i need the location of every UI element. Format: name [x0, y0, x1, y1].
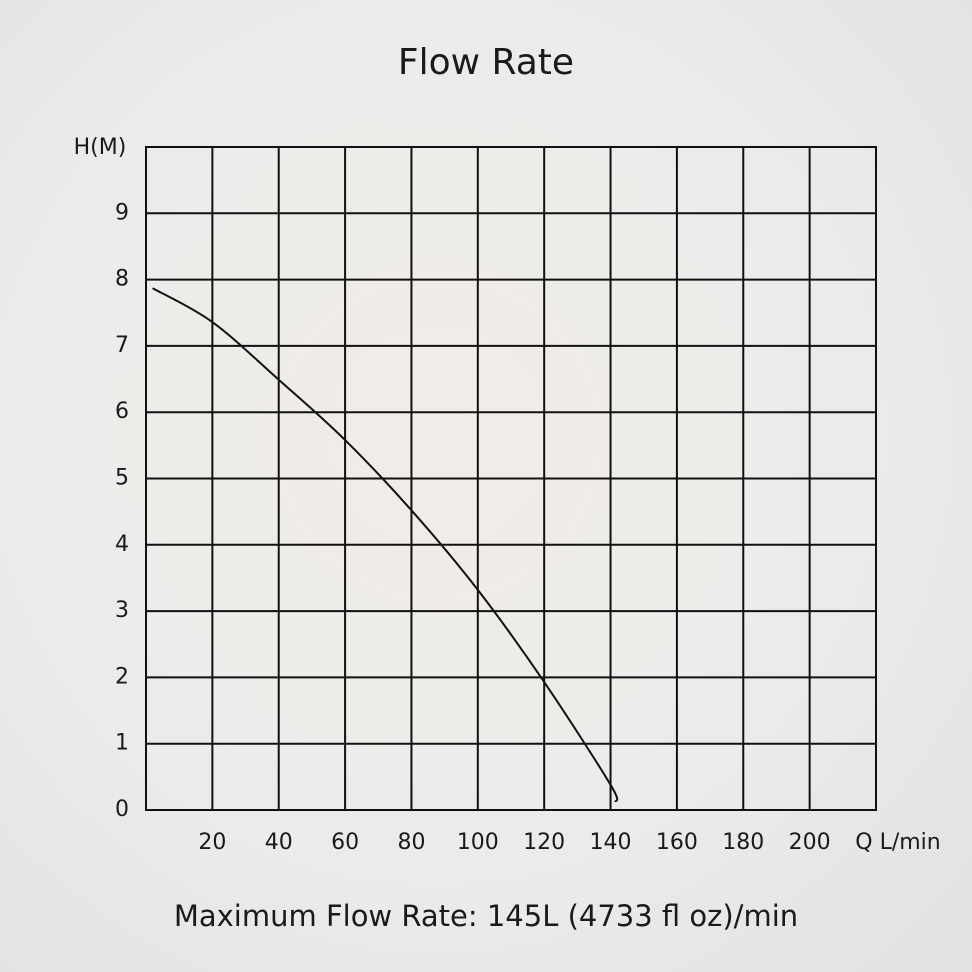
- y-tick-label: 6: [115, 399, 129, 424]
- y-tick-label: 1: [115, 731, 129, 756]
- x-tick-label: 200: [789, 830, 831, 855]
- x-tick-label: 60: [331, 830, 359, 855]
- x-tick-label: 100: [457, 830, 499, 855]
- chart-title: Flow Rate: [398, 42, 574, 83]
- x-tick-label: 180: [722, 830, 764, 855]
- y-tick-label: 0: [115, 797, 129, 822]
- y-tick-label: 7: [115, 333, 129, 358]
- x-tick-label: 80: [397, 830, 425, 855]
- x-tick-label: 160: [656, 830, 698, 855]
- y-tick-label: 4: [115, 532, 129, 557]
- line: [152, 287, 619, 803]
- x-tick-label: 40: [265, 830, 293, 855]
- x-tick-label: 120: [523, 830, 565, 855]
- subtitle: Maximum Flow Rate: 145L (4733 fl oz)/min: [174, 899, 798, 933]
- x-tick-label: 20: [198, 830, 226, 855]
- y-tick-label: 2: [115, 664, 129, 689]
- y-tick-label: 8: [115, 267, 129, 292]
- y-tick-label: 5: [115, 466, 129, 491]
- y-tick-label: 9: [115, 200, 129, 225]
- x-tick-label: 140: [590, 830, 632, 855]
- y-tick-label: 3: [115, 598, 129, 623]
- y-axis-label: H(M): [74, 135, 127, 160]
- x-axis-label: Q L/min: [855, 830, 940, 855]
